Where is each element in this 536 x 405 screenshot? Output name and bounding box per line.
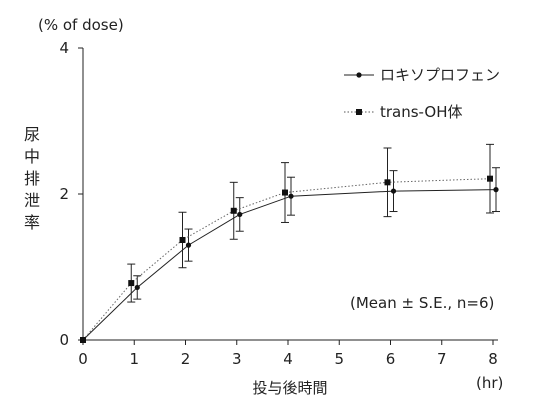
legend-marker-trans-oh [356,109,362,115]
data-point-loxoprofen [288,193,294,199]
data-point-trans-oh [282,189,288,196]
data-point-trans-oh [230,207,237,214]
x-tick-label: 1 [129,350,139,368]
x-tick-label: 7 [437,350,447,368]
y-axis-title: 尿中排泄率 [24,125,40,232]
x-axis-title: 投与後時間 [252,379,327,397]
x-tick-label: 6 [386,350,396,368]
y-tick-label: 0 [59,331,69,349]
data-point-loxoprofen [237,211,243,218]
data-point-loxoprofen [390,188,397,194]
x-tick-label: 0 [78,350,88,368]
x-tick-label: 4 [283,350,293,368]
x-tick-label: 5 [334,350,344,368]
data-point-loxoprofen [493,187,499,193]
y-tick-label: 4 [59,39,69,57]
x-tick-label: 3 [232,350,242,368]
legend-label-loxoprofen: ロキソプロフェン [380,66,500,84]
x-tick-label: 2 [181,350,191,368]
data-point-loxoprofen [134,284,140,291]
x-unit-label: (hr) [476,374,503,392]
data-point-trans-oh [179,236,186,243]
stats-annotation: (Mean ± S.E., n=6) [350,294,494,312]
legend-marker-loxoprofen [356,72,362,78]
axis-ticks: 0 1 2 3 4 5 6 7 8 0 2 4 [59,39,497,368]
x-tick-label: 8 [488,350,498,368]
data-point-trans-oh [128,280,135,287]
y-tick-label: 2 [59,185,69,203]
y-unit-label: (% of dose) [38,16,124,34]
legend-label-trans-oh: trans-OH体 [380,103,462,121]
series-line-trans-oh [82,178,491,341]
data-point-trans-oh [80,337,86,343]
data-point-loxoprofen [185,242,192,248]
series-line-loxoprofen [82,189,497,341]
legend: ロキソプロフェン trans-OH体 [344,66,500,121]
plot-area [80,143,500,343]
data-point-trans-oh [487,175,493,182]
data-point-trans-oh [384,179,391,186]
